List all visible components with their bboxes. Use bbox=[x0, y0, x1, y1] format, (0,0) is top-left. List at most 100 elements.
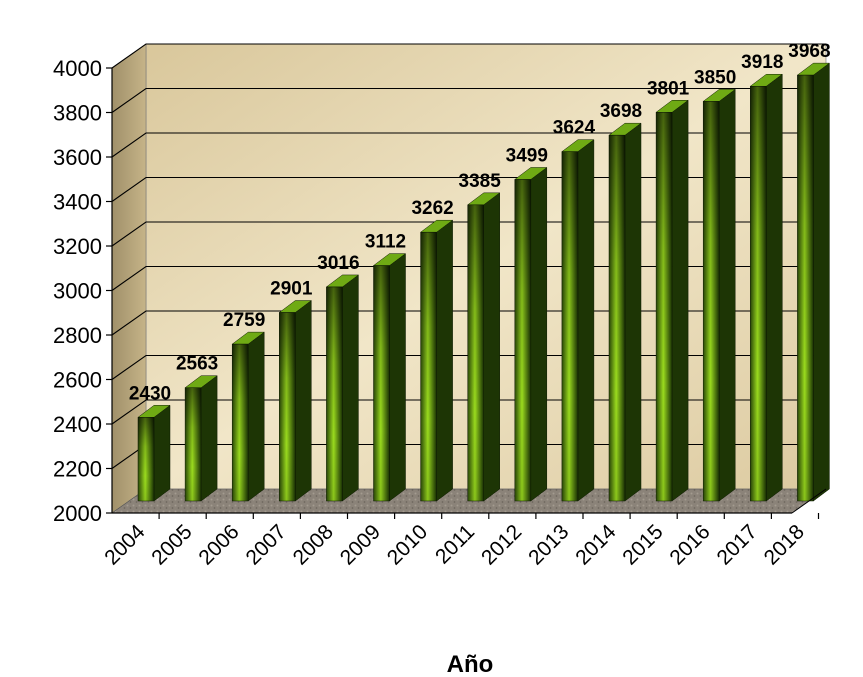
data-label: 3499 bbox=[506, 145, 548, 166]
gridline bbox=[111, 176, 826, 202]
x-tick-label: 2008 bbox=[289, 520, 338, 569]
bar-shade bbox=[185, 387, 202, 501]
bar bbox=[608, 122, 642, 502]
bar-side bbox=[671, 99, 689, 502]
bar-shade bbox=[797, 75, 814, 502]
gridline bbox=[111, 87, 826, 113]
gridline bbox=[111, 354, 826, 380]
bar-shade bbox=[326, 286, 343, 501]
bar-shade bbox=[561, 151, 578, 501]
data-label: 3112 bbox=[365, 232, 406, 253]
x-tick-label: 2014 bbox=[571, 520, 621, 570]
y-tick-label: 3400 bbox=[53, 190, 102, 215]
y-tick-label: 3000 bbox=[53, 279, 102, 304]
bar-shade bbox=[279, 312, 296, 501]
y-tick-label: 2400 bbox=[53, 412, 102, 437]
data-label: 3801 bbox=[647, 78, 690, 99]
bar-side bbox=[436, 219, 453, 502]
bar-side bbox=[153, 404, 171, 502]
bar-side bbox=[624, 122, 642, 502]
bar-side bbox=[342, 274, 359, 502]
data-label: 2759 bbox=[223, 310, 265, 331]
bar-shade bbox=[656, 112, 673, 501]
x-axis-depth bbox=[791, 488, 827, 514]
bar-shade bbox=[750, 86, 767, 502]
x-tick-label: 2015 bbox=[618, 520, 667, 569]
y-tick-label: 2600 bbox=[53, 368, 102, 393]
bar-shade bbox=[138, 417, 154, 501]
x-tick-label: 2006 bbox=[194, 520, 243, 569]
bar bbox=[372, 253, 407, 502]
x-tick-label: 2010 bbox=[383, 520, 432, 569]
data-label: 3262 bbox=[411, 198, 453, 219]
y-tick-label: 2200 bbox=[53, 457, 102, 482]
x-tick-label: 2018 bbox=[760, 520, 809, 569]
bar bbox=[749, 73, 784, 502]
y-tick-label: 2800 bbox=[53, 323, 102, 348]
bar bbox=[702, 88, 736, 502]
bar bbox=[796, 62, 831, 502]
bar bbox=[325, 274, 360, 502]
bar-side bbox=[766, 73, 783, 502]
bar bbox=[231, 331, 265, 502]
bar-shade bbox=[420, 232, 437, 501]
x-tick-label: 2016 bbox=[665, 520, 714, 569]
gridline bbox=[111, 399, 826, 425]
data-label: 3968 bbox=[788, 41, 830, 62]
bar-shade bbox=[232, 344, 249, 501]
bar bbox=[655, 99, 689, 502]
y-tick-label: 3800 bbox=[53, 101, 102, 126]
x-tick-label: 2009 bbox=[336, 520, 385, 569]
bar bbox=[278, 300, 313, 502]
bar-side bbox=[200, 375, 218, 502]
gridline bbox=[111, 221, 826, 247]
data-label: 2563 bbox=[176, 354, 218, 375]
bar-side bbox=[483, 192, 500, 502]
data-label: 3016 bbox=[317, 253, 359, 274]
bar-side bbox=[530, 166, 548, 502]
bar bbox=[561, 139, 595, 502]
bar bbox=[184, 375, 218, 502]
bar-shade bbox=[514, 179, 531, 501]
y-tick-label: 3600 bbox=[53, 145, 102, 170]
data-label: 2430 bbox=[129, 383, 171, 404]
data-label: 2901 bbox=[270, 279, 313, 300]
x-tick-label: 2012 bbox=[477, 520, 526, 569]
gridlines bbox=[111, 43, 826, 469]
gridline bbox=[111, 265, 826, 291]
data-label: 3385 bbox=[459, 171, 502, 192]
gridline bbox=[111, 43, 826, 69]
bar-shade bbox=[703, 101, 720, 501]
x-tick-label: 2007 bbox=[242, 520, 291, 569]
x-tick-label: 2017 bbox=[713, 520, 762, 569]
y-tick-label: 2000 bbox=[53, 501, 102, 526]
bar-side bbox=[295, 300, 312, 502]
x-tick-label: 2005 bbox=[147, 520, 196, 569]
bar-shade bbox=[373, 265, 390, 501]
x-tick-label: 2004 bbox=[100, 520, 150, 570]
data-label: 3918 bbox=[741, 52, 783, 73]
data-label: 3850 bbox=[694, 67, 736, 88]
x-tick-label: 2013 bbox=[524, 520, 573, 569]
bar bbox=[466, 192, 501, 502]
bar-shade bbox=[609, 135, 625, 501]
bar bbox=[419, 219, 454, 502]
bars bbox=[137, 62, 831, 502]
gridline bbox=[111, 310, 826, 336]
bar bbox=[137, 404, 171, 502]
bar-shade bbox=[467, 204, 484, 501]
gridline bbox=[111, 132, 826, 158]
bar-side bbox=[247, 331, 265, 502]
data-label: 3624 bbox=[553, 118, 596, 139]
x-tick-label: 2011 bbox=[431, 520, 479, 568]
x-axis-title: Año bbox=[447, 651, 494, 677]
data-label: 3698 bbox=[600, 101, 642, 122]
bar bbox=[514, 166, 548, 502]
y-tick-label: 4000 bbox=[53, 56, 102, 81]
bar-side bbox=[389, 253, 406, 502]
bar-side bbox=[813, 62, 830, 502]
bar-side bbox=[577, 139, 595, 502]
y-tick-label: 3200 bbox=[53, 234, 102, 259]
